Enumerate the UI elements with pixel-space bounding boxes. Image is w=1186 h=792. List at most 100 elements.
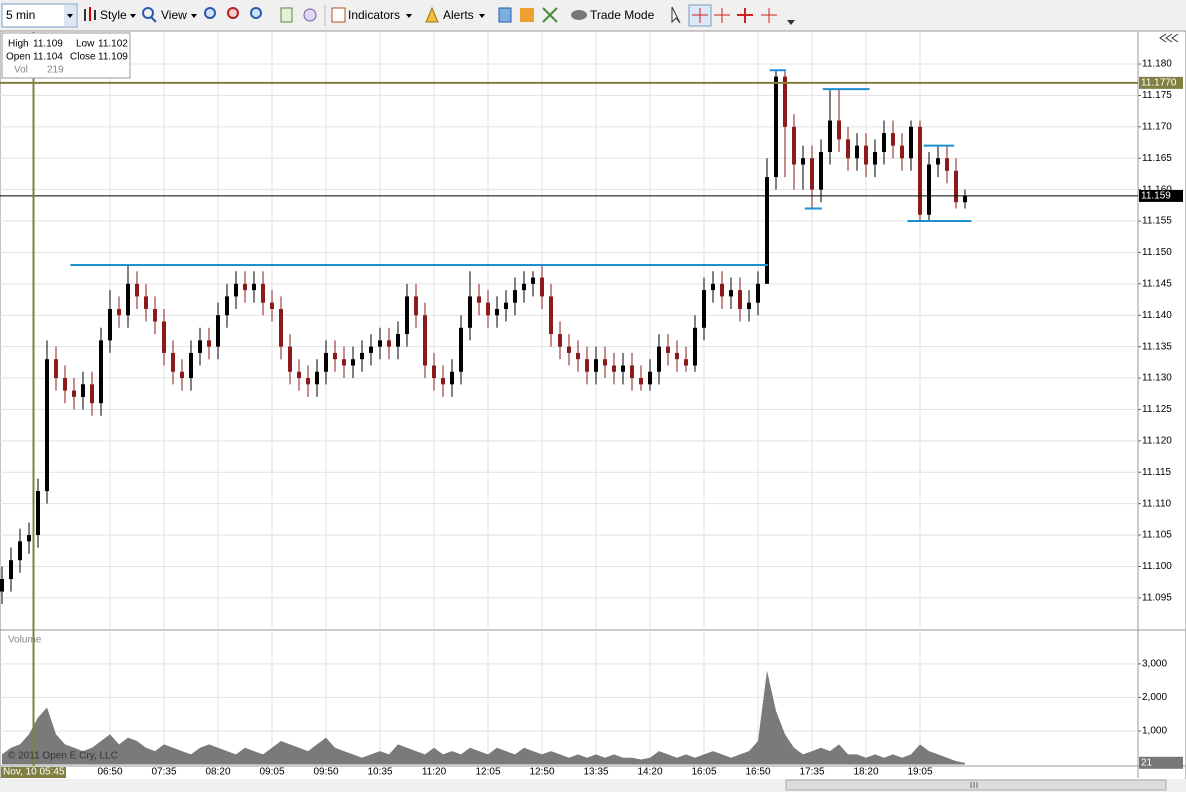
y-tick-label: 11.105 xyxy=(1142,530,1172,541)
volume-area xyxy=(2,670,965,765)
candle-body xyxy=(72,390,76,397)
candle-body xyxy=(891,133,895,146)
candle-body xyxy=(414,296,418,316)
candle-body xyxy=(9,560,13,580)
candle-body xyxy=(0,579,4,592)
draw-tool[interactable] xyxy=(303,8,317,22)
candle-body xyxy=(594,359,598,372)
trade-mode[interactable]: Trade Mode xyxy=(590,8,655,22)
candle-body xyxy=(63,378,67,391)
candle-body xyxy=(18,541,22,561)
candle-body xyxy=(108,308,112,341)
candle-body xyxy=(99,340,103,404)
candle-body xyxy=(585,359,589,372)
view-menu[interactable]: View xyxy=(161,8,187,22)
price-line-label: 11.1770 xyxy=(1141,78,1177,89)
candle-body xyxy=(369,346,373,353)
y-tick-label: 11.145 xyxy=(1142,278,1172,289)
toolbar-bg xyxy=(0,0,1186,31)
candle-body xyxy=(612,365,616,372)
candle-body xyxy=(306,378,310,385)
candle-body xyxy=(702,290,706,328)
candle-body xyxy=(810,158,814,190)
candle-body xyxy=(747,302,751,309)
candle-body xyxy=(243,283,247,291)
x-tick-label: 09:50 xyxy=(313,767,338,778)
more-arrow[interactable] xyxy=(787,20,795,25)
x-tick-label: 10:35 xyxy=(367,767,392,778)
menu-arrow xyxy=(191,14,197,18)
candle-body xyxy=(225,296,229,316)
candle-body xyxy=(162,321,166,353)
candle-body xyxy=(351,359,355,366)
x-tick-label: 08:20 xyxy=(205,767,230,778)
tool-icon[interactable] xyxy=(542,7,558,23)
y-tick-label: 11.115 xyxy=(1142,467,1172,478)
candle-body xyxy=(945,158,949,171)
refresh[interactable] xyxy=(280,7,293,23)
volume-tick-label: 1,000 xyxy=(1142,726,1167,737)
crosshair-icon[interactable] xyxy=(714,8,730,23)
candle-body xyxy=(432,365,436,379)
style-icon xyxy=(89,7,91,21)
candle-body xyxy=(468,296,472,328)
candle-body xyxy=(792,126,796,165)
candle-body xyxy=(630,365,634,379)
info-value: 11.109 xyxy=(98,52,128,63)
style-icon xyxy=(84,9,86,21)
candle-body xyxy=(873,151,877,165)
menu-arrow xyxy=(479,14,485,18)
info-value: 11.109 xyxy=(33,39,63,50)
scroll-thumb[interactable] xyxy=(785,779,1167,791)
candle-body xyxy=(81,384,85,397)
crosshair-icon[interactable] xyxy=(737,8,753,23)
zoom-menu[interactable] xyxy=(250,7,262,19)
y-tick-label: 11.135 xyxy=(1142,341,1172,352)
pointer-tool[interactable] xyxy=(671,6,681,24)
x-tick-label: 12:50 xyxy=(529,767,554,778)
view-icon xyxy=(142,7,154,19)
candle-body xyxy=(252,283,256,291)
zoom-out[interactable] xyxy=(227,7,239,19)
zoom-in[interactable] xyxy=(204,7,216,19)
marks xyxy=(0,70,967,765)
candle-body xyxy=(693,327,697,366)
interval-select[interactable] xyxy=(1,3,78,28)
copyright: © 2011 Open E Cry, LLC xyxy=(8,751,118,762)
candle-body xyxy=(540,277,544,297)
y-tick-label: 11.155 xyxy=(1142,216,1172,227)
info-value: 11.102 xyxy=(98,39,128,50)
candle-body xyxy=(684,359,688,366)
candle-body xyxy=(855,145,859,159)
info-value: 219 xyxy=(47,65,64,76)
toolbar: 5 min Style View Indicators Alerts Trade… xyxy=(0,0,1186,31)
candle-body xyxy=(558,334,562,347)
candle-body xyxy=(324,352,328,372)
candle-body xyxy=(900,145,904,159)
x-tick-label: 09:05 xyxy=(259,767,284,778)
candle-body xyxy=(666,346,670,353)
candle-body xyxy=(738,290,742,309)
candle-body xyxy=(405,296,409,335)
candle-body xyxy=(459,327,463,372)
menu-arrow xyxy=(130,14,136,18)
crosshair-icon[interactable] xyxy=(761,8,777,23)
current-price-label: 11.159 xyxy=(1141,191,1171,202)
collapse-button[interactable] xyxy=(1159,33,1179,43)
candle-body xyxy=(729,290,733,297)
candle-body xyxy=(135,283,139,297)
candle-body xyxy=(45,359,49,492)
candle-body xyxy=(423,315,427,366)
tool-icon[interactable] xyxy=(498,7,512,23)
candle-body xyxy=(378,340,382,347)
tool-icon[interactable] xyxy=(520,8,534,22)
style-menu[interactable]: Style xyxy=(100,8,127,22)
alerts-menu[interactable]: Alerts xyxy=(443,8,474,22)
candle-body xyxy=(864,145,868,165)
indicators-menu[interactable]: Indicators xyxy=(348,8,400,22)
last-volume-tag xyxy=(1139,756,1183,769)
candle-body xyxy=(126,283,130,316)
candle-body xyxy=(198,340,202,353)
candle-body xyxy=(828,120,832,152)
